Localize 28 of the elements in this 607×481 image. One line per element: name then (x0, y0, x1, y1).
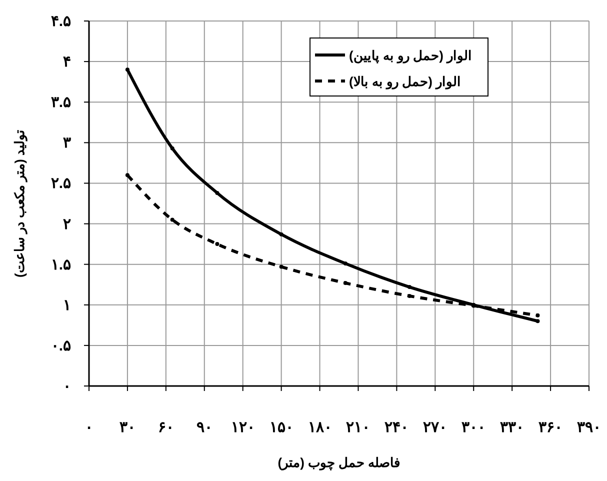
y-tick-label: ۰ (63, 378, 71, 395)
legend-label: الوار (حمل رو به بالا) (349, 74, 462, 90)
x-tick-label: ۳۹۰ (577, 419, 601, 436)
x-tick-label: ۱۲۰ (230, 419, 255, 436)
x-tick-label: ۳۶۰ (538, 419, 563, 436)
x-tick-label: ۳۰ (119, 419, 136, 436)
x-tick-label: ۰ (85, 419, 93, 436)
y-tick-label: ۳ (63, 134, 71, 152)
x-tick-label: ۳۳۰ (500, 419, 524, 436)
y-tick-label: ۴ (63, 54, 71, 71)
y-axis-title: تولید (متر مکعب در ساعت) (12, 129, 28, 278)
y-tick-label: ۰.۵ (50, 337, 71, 354)
y-tick-label: ۴.۵ (50, 13, 71, 30)
y-tick-label: ۱.۵ (50, 256, 71, 274)
y-tick-label: ۲.۵ (50, 175, 71, 192)
y-tick-label: ۲ (63, 216, 71, 233)
x-axis-title: فاصله حمل چوب (متر) (278, 455, 400, 471)
x-tick-label: ۱۸۰ (308, 419, 332, 436)
x-tick-label: ۲۷۰ (423, 419, 448, 436)
x-tick-label: ۱۵۰ (269, 419, 294, 436)
legend-label: الوار (حمل رو به پایین) (349, 48, 472, 64)
x-tick-label: ۲۱۰ (346, 419, 370, 436)
x-tick-label: ۳۰۰ (462, 419, 486, 436)
y-tick-label: ۳.۵ (50, 94, 71, 112)
x-tick-label: ۲۴۰ (384, 419, 409, 436)
y-tick-label: ۱ (63, 296, 71, 314)
x-tick-label: ۶۰ (158, 419, 174, 436)
x-tick-label: ۹۰ (196, 419, 212, 436)
